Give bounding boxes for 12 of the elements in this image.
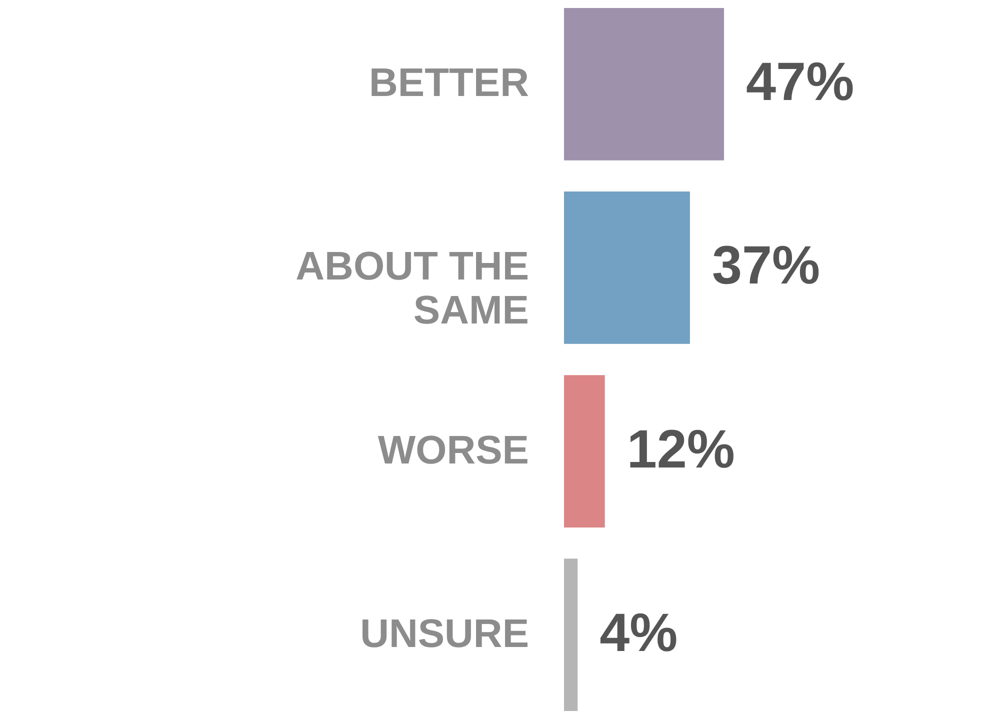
bar <box>564 558 578 711</box>
bar <box>564 8 724 160</box>
y-tick-label: WORSE <box>378 428 529 472</box>
bar <box>564 375 605 528</box>
data-label: 37% <box>712 236 820 296</box>
y-tick-label: ABOUT THE SAME <box>296 244 529 333</box>
data-label: 4% <box>600 602 678 663</box>
y-tick-label: UNSURE <box>360 612 529 656</box>
data-label: 47% <box>746 52 854 112</box>
data-label: 12% <box>626 419 735 480</box>
y-tick-label: BETTER <box>369 61 530 106</box>
bar <box>564 192 690 344</box>
